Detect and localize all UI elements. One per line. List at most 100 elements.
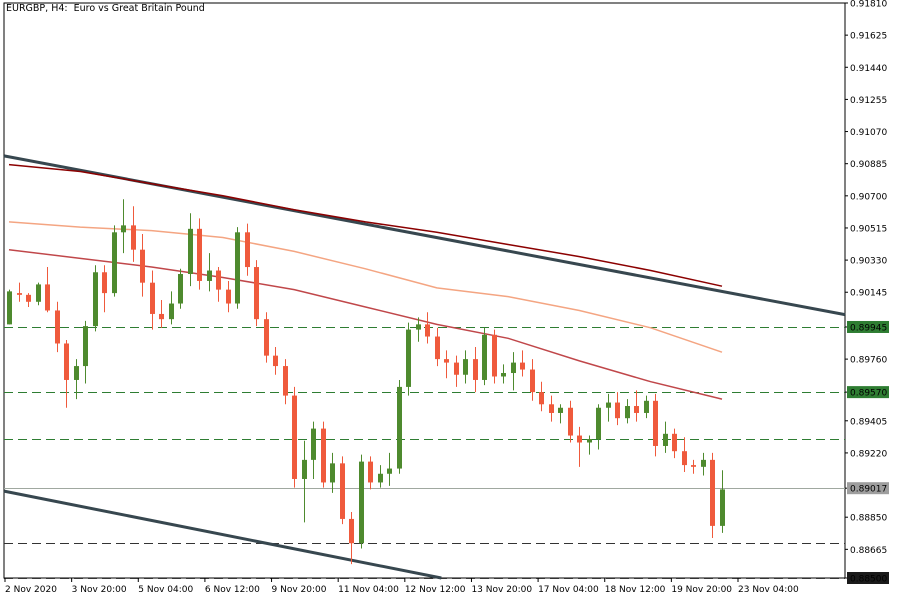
candle-body xyxy=(501,373,506,377)
y-tick-label: 0.91255 xyxy=(850,96,887,106)
candle-body xyxy=(492,334,497,377)
x-tick-label: 5 Nov 04:00 xyxy=(138,585,193,595)
y-tick-label: 0.90330 xyxy=(850,257,887,267)
candle-body xyxy=(273,355,278,367)
y-tick-label: 0.89405 xyxy=(850,417,887,427)
candle-body xyxy=(349,518,354,544)
candle-body xyxy=(549,404,554,413)
x-tick-label: 11 Nov 04:00 xyxy=(338,585,399,595)
candle-body xyxy=(17,293,22,295)
candle-body xyxy=(710,459,715,526)
y-tick-label: 0.88500 xyxy=(850,575,887,585)
candle-body xyxy=(397,386,402,469)
candle-body xyxy=(416,324,421,330)
moving-average-line xyxy=(8,163,723,287)
candle-body xyxy=(207,270,212,281)
price-level-tag xyxy=(847,482,889,495)
y-tick-label: 0.91625 xyxy=(850,32,887,42)
candle-body xyxy=(264,319,269,356)
candle-body xyxy=(340,463,345,519)
candle-body xyxy=(596,407,601,440)
x-tick-label: 18 Nov 12:00 xyxy=(605,585,666,595)
candle-body xyxy=(682,451,687,466)
candle-body xyxy=(140,249,145,283)
candle-body xyxy=(625,406,630,419)
candle-body xyxy=(159,313,164,320)
candle-body xyxy=(463,359,468,375)
candle-body xyxy=(235,232,240,304)
candle-body xyxy=(302,459,307,479)
y-tick-label: 0.89760 xyxy=(850,356,887,366)
y-tick-label: 0.88850 xyxy=(850,514,887,524)
candle-body xyxy=(83,326,88,367)
trend-line xyxy=(3,489,442,580)
candle-body xyxy=(245,232,250,268)
x-tick-label: 13 Nov 20:00 xyxy=(471,585,532,595)
candle-body xyxy=(226,289,231,304)
candle-body xyxy=(558,407,563,413)
price-level-tag xyxy=(847,386,889,399)
candle-body xyxy=(606,402,611,408)
moving-average-line xyxy=(8,221,723,353)
x-tick-label: 2 Nov 2020 xyxy=(5,585,57,595)
candle-body xyxy=(45,284,50,311)
candle-body xyxy=(93,272,98,327)
x-tick-label: 9 Nov 20:00 xyxy=(272,585,327,595)
candle-body xyxy=(644,400,649,413)
candle-body xyxy=(378,473,383,483)
candle-body xyxy=(368,461,373,483)
candle-body xyxy=(55,310,60,344)
candle-body xyxy=(672,433,677,452)
candle-body xyxy=(36,284,41,302)
x-tick-label: 19 Nov 20:00 xyxy=(671,585,732,595)
y-tick-label: 0.91810 xyxy=(850,0,887,10)
candle-body xyxy=(26,294,31,302)
price-level-tag xyxy=(847,320,889,333)
price-level-tag xyxy=(847,572,889,584)
candle-body xyxy=(169,303,174,320)
candle-body xyxy=(112,232,117,294)
candle-body xyxy=(330,463,335,483)
candle-body xyxy=(121,225,126,233)
chart-title: EURGBP, H4: Euro vs Great Britain Pound xyxy=(6,3,205,14)
candle-body xyxy=(216,270,221,290)
y-tick-label: 0.89017 xyxy=(850,485,887,495)
candle-body xyxy=(530,369,535,393)
candle-body xyxy=(691,465,696,467)
candle-body xyxy=(102,272,107,294)
y-tick-label: 0.89570 xyxy=(850,389,887,399)
candle-body xyxy=(150,282,155,314)
candle-body xyxy=(511,362,516,374)
candle-body xyxy=(406,329,411,387)
candle-body xyxy=(64,343,69,380)
candle-body xyxy=(7,291,12,325)
candle-body xyxy=(283,366,288,396)
candle-body xyxy=(634,406,639,413)
y-tick-label: 0.88665 xyxy=(850,546,887,556)
x-tick-label: 3 Nov 20:00 xyxy=(72,585,127,595)
candle-body xyxy=(454,362,459,375)
candle-body xyxy=(254,267,259,320)
candle-body xyxy=(577,435,582,443)
candle-body xyxy=(615,402,620,419)
candle-body xyxy=(425,324,430,337)
y-tick-label: 0.90145 xyxy=(850,289,887,299)
y-tick-label: 0.91070 xyxy=(850,128,887,138)
y-tick-label: 0.90885 xyxy=(850,160,887,170)
candle-body xyxy=(359,461,364,544)
candle-body xyxy=(74,366,79,380)
candle-body xyxy=(701,459,706,467)
y-tick-label: 0.91440 xyxy=(850,64,887,74)
candle-body xyxy=(188,228,193,274)
candle-body xyxy=(435,336,440,360)
candle-body xyxy=(444,359,449,363)
x-tick-label: 17 Nov 04:00 xyxy=(538,585,599,595)
candle-body xyxy=(520,362,525,370)
y-tick-label: 0.90515 xyxy=(850,224,887,234)
y-tick-label: 0.90700 xyxy=(850,192,887,202)
plot-frame xyxy=(3,2,846,579)
candle-body xyxy=(587,439,592,443)
y-tick-label: 0.89945 xyxy=(850,323,887,333)
